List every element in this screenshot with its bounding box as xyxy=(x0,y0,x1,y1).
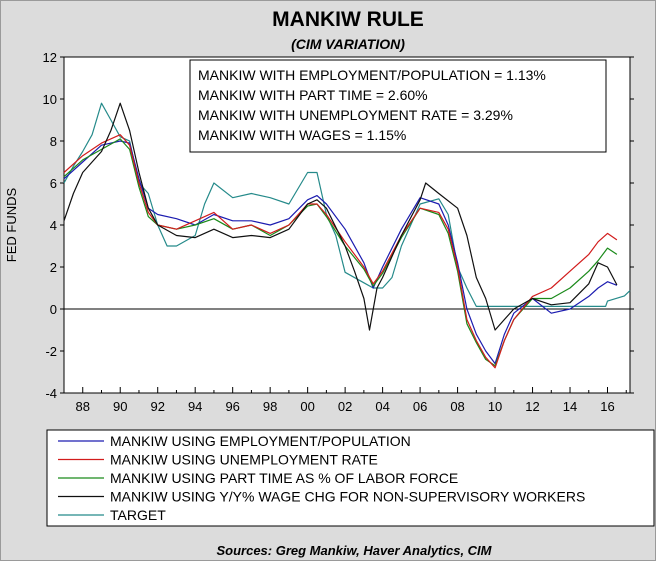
x-axis: 88 90 92 94 96 98 00 02 04 06 08 10 12 14 16 xyxy=(63,387,627,414)
x-tick-label: 10 xyxy=(488,399,502,414)
series-line xyxy=(63,102,631,307)
y-tick-label: 8 xyxy=(50,134,57,149)
chart-subtitle: (CIM VARIATION) xyxy=(291,36,405,52)
x-tick-label: 90 xyxy=(113,399,127,414)
x-tick-label: 88 xyxy=(76,399,90,414)
y-tick-label: 4 xyxy=(50,218,57,233)
x-tick-label: 94 xyxy=(188,399,202,414)
annotation-frame xyxy=(189,59,607,153)
legend-frame xyxy=(46,429,655,527)
x-tick-label: 02 xyxy=(338,399,352,414)
y-axis-label: FED FUNDS xyxy=(4,187,19,262)
x-tick-label: 00 xyxy=(300,399,314,414)
y-tick-label: 2 xyxy=(50,260,57,275)
series-line xyxy=(63,102,618,331)
annotation-line-2: MANKIW WITH PART TIME = 2.60% xyxy=(198,87,428,103)
x-tick-label: 92 xyxy=(150,399,164,414)
legend-label: TARGET xyxy=(110,507,166,523)
annotation-line-1: MANKIW WITH EMPLOYMENT/POPULATION = 1.13… xyxy=(198,67,546,83)
chart-title: MANKIW RULE xyxy=(272,8,424,31)
legend-label: MANKIW USING EMPLOYMENT/POPULATION xyxy=(110,433,411,449)
annotation-line-4: MANKIW WITH WAGES = 1.15% xyxy=(198,127,406,143)
y-tick-label: 0 xyxy=(50,302,57,317)
annotation-line-3: MANKIW WITH UNEMPLOYMENT RATE = 3.29% xyxy=(198,107,513,123)
series-line xyxy=(63,134,618,369)
x-tick-label: 06 xyxy=(413,399,427,414)
x-tick-label: 14 xyxy=(563,399,577,414)
y-tick-label: 6 xyxy=(50,176,57,191)
series-lines xyxy=(63,102,631,369)
legend: MANKIW USING EMPLOYMENT/POPULATION MANKIW… xyxy=(46,429,655,527)
x-tick-label: 96 xyxy=(225,399,239,414)
y-tick-label: -4 xyxy=(45,386,57,401)
x-tick-label: 04 xyxy=(375,399,389,414)
x-tick-label: 12 xyxy=(525,399,539,414)
annotation-box: MANKIW WITH EMPLOYMENT/POPULATION = 1.13… xyxy=(189,59,607,153)
y-tick-label: 10 xyxy=(43,92,57,107)
x-tick-label: 08 xyxy=(450,399,464,414)
legend-label: MANKIW USING UNEMPLOYMENT RATE xyxy=(110,452,378,468)
chart-source: Sources: Greg Mankiw, Haver Analytics, C… xyxy=(216,543,492,558)
x-tick-label: 16 xyxy=(600,399,614,414)
legend-label: MANKIW USING PART TIME AS % OF LABOR FOR… xyxy=(110,470,458,486)
y-tick-label: -2 xyxy=(45,344,57,359)
series-line xyxy=(63,138,618,367)
y-axis: 12 10 8 6 4 2 0 -2 -4 xyxy=(43,50,634,401)
x-tick-label: 98 xyxy=(263,399,277,414)
legend-label: MANKIW USING Y/Y% WAGE CHG FOR NON-SUPER… xyxy=(110,489,585,505)
y-tick-label: 12 xyxy=(43,50,57,65)
